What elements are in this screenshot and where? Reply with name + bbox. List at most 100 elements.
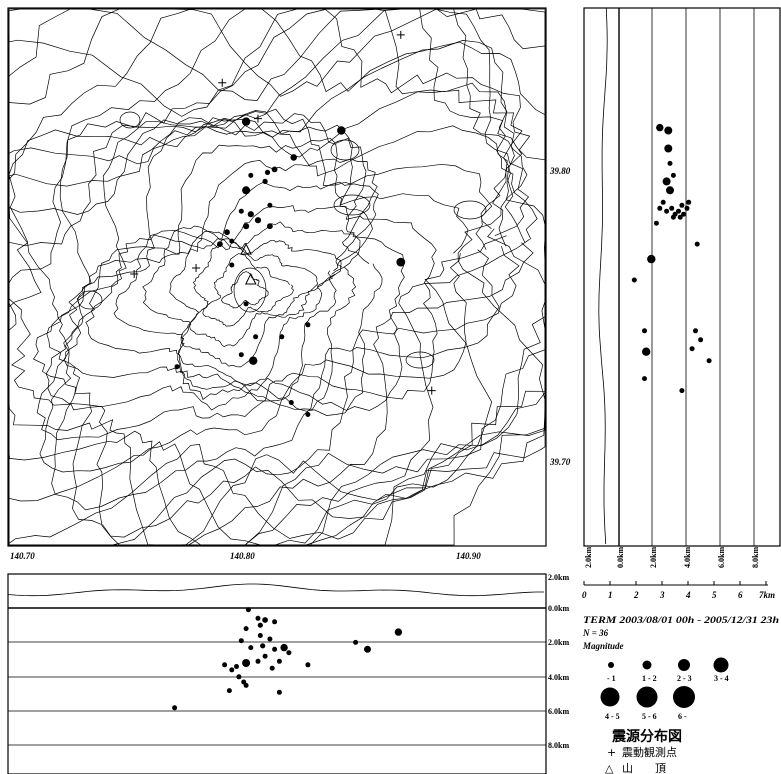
scale-number: 5 (712, 590, 717, 600)
hypocenter-point-lat (667, 160, 673, 166)
hypocenter-point-lon (272, 646, 278, 652)
contour-knoll (119, 111, 141, 129)
station-mark (396, 30, 405, 39)
term-text: TERM 2003/08/01 00h - 2005/12/31 23h (583, 615, 779, 625)
depth-tick-label: 0.0km (548, 604, 569, 613)
hypocenter-point-lon (255, 658, 261, 664)
lon-tick-label: 140.70 (10, 551, 35, 561)
magnitude-label: Magnitude (582, 641, 624, 651)
hypocenter-point-lat (676, 208, 681, 214)
surface-profile-lon (7, 583, 544, 597)
hypocenter-point-lat (642, 376, 647, 382)
hypocenter-point-lat (679, 388, 685, 394)
hypocenter-point-lat (694, 241, 700, 247)
hypocenter-point-lon (364, 645, 371, 653)
scale-number: 0 (582, 590, 587, 600)
lon-tick-label: 140.90 (456, 551, 481, 561)
epicenter-point (229, 238, 235, 244)
data-marks (130, 30, 712, 711)
topography-contours (8, 8, 546, 546)
event-count: N = 36 (582, 628, 609, 638)
station-mark (218, 78, 227, 87)
depth-tick-label-vertical: 2.0km (649, 547, 658, 568)
hypocenter-point-lon (172, 705, 178, 711)
epicenter-point (290, 154, 298, 161)
epicenter-point (248, 172, 254, 178)
mag-class-label: 4 - 5 (605, 712, 620, 721)
hypocenter-point-lon (276, 658, 282, 664)
hypocenter-point-lon (267, 636, 273, 642)
hypocenter-point-lat (693, 328, 698, 334)
contour-line (8, 8, 529, 546)
magnitude-legend-circle (608, 662, 614, 668)
hypocenter-point-lon (286, 650, 292, 656)
epicenter-point (254, 217, 262, 224)
scale-number: 4 (685, 590, 691, 600)
contour-line (8, 8, 546, 546)
mag-class-label: 2 - 3 (677, 674, 692, 683)
station-mark (192, 264, 201, 273)
hypocenter-point-lat (686, 199, 692, 205)
epicenter-point (253, 334, 259, 340)
depth-tick-label: 6.0km (548, 707, 569, 716)
hypocenter-point-lat (666, 186, 674, 195)
epicenter-point (243, 223, 250, 230)
mag-class-label: 1 - 2 (642, 674, 657, 683)
epicenter-point (174, 364, 180, 370)
hypocenter-point-lat (664, 144, 673, 153)
contour-line (36, 124, 438, 441)
summit-legend-label: 山 頂 (622, 762, 666, 774)
hypocenter-point-lon (242, 659, 251, 667)
hypocenter-point-lon (238, 638, 244, 644)
hypocenter-point-lon (245, 607, 251, 613)
hypocenter-point-lat (653, 220, 659, 226)
epicenter-point (217, 241, 223, 248)
hypocenter-point-lon (305, 662, 311, 668)
magnitude-legend-circle (713, 657, 729, 673)
depth-tick-label: 2.0km (548, 638, 569, 647)
hypocenter-point-lat (647, 254, 656, 264)
hypocenter-point-lat (664, 208, 670, 214)
hypocenter-point-lon (269, 665, 275, 671)
depth-tick-label-vertical: 2.0km (584, 547, 593, 568)
station-mark (253, 114, 262, 123)
surface-profile-lat (598, 7, 608, 545)
mag-class-label: 6 - (678, 712, 687, 721)
summit-mark (245, 272, 257, 285)
hypocenter-point-lon (262, 653, 268, 659)
epicenter-point (264, 169, 271, 175)
epicenter-point (267, 223, 273, 230)
depth-tick-label-vertical: 4.0km (683, 547, 692, 568)
mag-class-label: 3 - 4 (714, 674, 729, 683)
scale-number: 7km (759, 590, 775, 600)
hypocenter-point-lon (229, 667, 235, 673)
depth-lat-frame (583, 7, 781, 547)
epicenter-point (267, 202, 273, 208)
contour-line (85, 181, 379, 411)
hypocenter-point-lon (236, 674, 242, 680)
epicenter-point (224, 229, 230, 236)
hypocenter-point-lon (248, 645, 254, 651)
epicenter-point (271, 166, 278, 173)
hypocenter-point-lon (394, 628, 403, 636)
epicenter-map-frame (7, 7, 547, 547)
mag-class-label: 5 - 6 (642, 712, 657, 721)
hypocenter-point-lat (677, 214, 683, 220)
hypocenter-point-lon (272, 619, 278, 625)
magnitude-legend-circle (678, 659, 690, 671)
epicenter-point (247, 211, 254, 218)
epicenter-point (243, 301, 249, 307)
lon-depth-frame (7, 573, 547, 774)
hypocenter-point-lat (684, 205, 690, 211)
hypocenter-point-lat (670, 214, 676, 220)
depth-tick-label: 4.0km (548, 673, 569, 682)
station-mark (427, 386, 436, 395)
scale-number: 1 (608, 590, 613, 600)
hypocenter-point-lon (260, 643, 266, 649)
hypocenter-point-lat (669, 205, 675, 211)
epicenter-point (279, 334, 285, 340)
epicenter-point (241, 117, 251, 126)
hypocenter-point-lat (657, 205, 663, 211)
hypocenter-point-lon (353, 639, 359, 645)
